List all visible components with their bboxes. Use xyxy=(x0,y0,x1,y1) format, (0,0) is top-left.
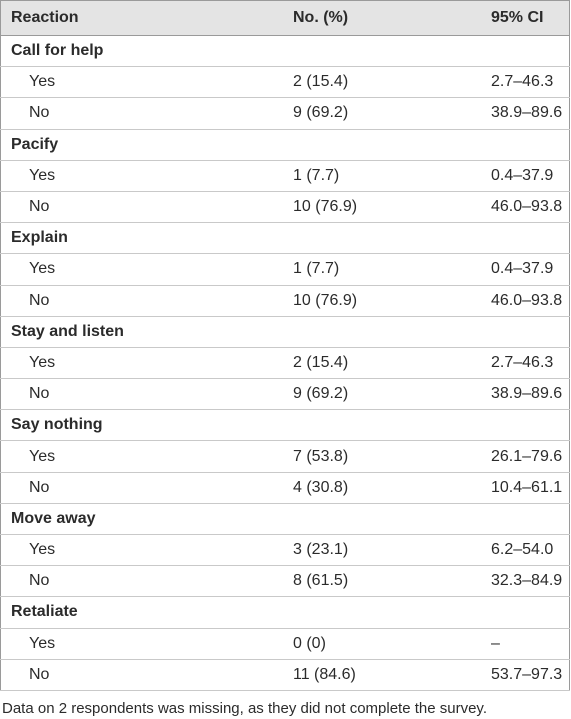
count-cell: 8 (61.5) xyxy=(283,565,481,598)
count-cell: 0 (0) xyxy=(283,628,481,660)
count-cell: 2 (15.4) xyxy=(283,66,481,99)
count-cell: 9 (69.2) xyxy=(283,97,481,130)
row-label: Yes xyxy=(0,534,283,567)
data-row: Yes 7 (53.8) 26.1–79.6 xyxy=(0,440,570,473)
row-label: Yes xyxy=(0,440,283,473)
data-row: No 10 (76.9) 46.0–93.8 xyxy=(0,191,570,224)
group-title: Retaliate xyxy=(0,596,570,629)
header-cell: No. (%) xyxy=(283,0,481,36)
count-cell: 10 (76.9) xyxy=(283,191,481,224)
data-row: No 10 (76.9) 46.0–93.8 xyxy=(0,285,570,317)
ci-cell: 46.0–93.8 xyxy=(481,191,570,224)
data-row: Yes 2 (15.4) 2.7–46.3 xyxy=(0,347,570,380)
data-row: No 8 (61.5) 32.3–84.9 xyxy=(0,565,570,598)
group-row: Pacify xyxy=(0,129,570,161)
data-row: Yes 0 (0) – xyxy=(0,628,570,660)
table-body: Call for help Yes 2 (15.4) 2.7–46.3 No 9 (69.… xyxy=(0,35,570,691)
data-row: No 9 (69.2) 38.9–89.6 xyxy=(0,378,570,411)
group-title: Pacify xyxy=(0,129,570,161)
row-label: No xyxy=(0,659,283,691)
row-label: Yes xyxy=(0,160,283,192)
data-row: No 11 (84.6) 53.7–97.3 xyxy=(0,659,570,691)
group-row: Call for help xyxy=(0,35,570,68)
group-title: Explain xyxy=(0,222,570,255)
ci-cell: 0.4–37.9 xyxy=(481,160,570,192)
row-label: Yes xyxy=(0,66,283,99)
ci-cell: 6.2–54.0 xyxy=(481,534,570,567)
count-cell: 10 (76.9) xyxy=(283,285,481,317)
header-row: Reaction No. (%) 95% CI xyxy=(0,0,570,36)
row-label: No xyxy=(0,565,283,598)
header-cell: Reaction xyxy=(0,0,283,36)
group-row: Retaliate xyxy=(0,596,570,629)
ci-cell: 26.1–79.6 xyxy=(481,440,570,473)
count-cell: 3 (23.1) xyxy=(283,534,481,567)
count-cell: 1 (7.7) xyxy=(283,160,481,192)
group-title: Call for help xyxy=(0,35,570,68)
count-cell: 11 (84.6) xyxy=(283,659,481,691)
data-row: No 4 (30.8) 10.4–61.1 xyxy=(0,472,570,504)
count-cell: 2 (15.4) xyxy=(283,347,481,380)
group-row: Move away xyxy=(0,503,570,536)
data-row: Yes 1 (7.7) 0.4–37.9 xyxy=(0,160,570,192)
row-label: No xyxy=(0,472,283,504)
data-row: No 9 (69.2) 38.9–89.6 xyxy=(0,97,570,130)
data-row: Yes 2 (15.4) 2.7–46.3 xyxy=(0,66,570,99)
group-row: Stay and listen xyxy=(0,316,570,348)
footnote: Data on 2 respondents was missing, as th… xyxy=(2,700,487,717)
count-cell: 4 (30.8) xyxy=(283,472,481,504)
group-title: Say nothing xyxy=(0,409,570,442)
count-cell: 1 (7.7) xyxy=(283,253,481,286)
ci-cell: 46.0–93.8 xyxy=(481,285,570,317)
ci-cell: 2.7–46.3 xyxy=(481,347,570,380)
ci-cell: 38.9–89.6 xyxy=(481,378,570,411)
count-cell: 9 (69.2) xyxy=(283,378,481,411)
row-label: No xyxy=(0,191,283,224)
row-label: No xyxy=(0,285,283,317)
ci-cell: 38.9–89.6 xyxy=(481,97,570,130)
data-row: Yes 1 (7.7) 0.4–37.9 xyxy=(0,253,570,286)
row-label: Yes xyxy=(0,347,283,380)
data-row: Yes 3 (23.1) 6.2–54.0 xyxy=(0,534,570,567)
table-header: Reaction No. (%) 95% CI xyxy=(0,0,570,36)
group-row: Say nothing xyxy=(0,409,570,442)
row-label: Yes xyxy=(0,628,283,660)
row-label: No xyxy=(0,97,283,130)
results-table: Reaction No. (%) 95% CI Call for help Yes… xyxy=(0,0,570,691)
ci-cell: 2.7–46.3 xyxy=(481,66,570,99)
ci-cell: 32.3–84.9 xyxy=(481,565,570,598)
header-cell: 95% CI xyxy=(481,0,570,36)
ci-cell: 53.7–97.3 xyxy=(481,659,570,691)
group-title: Move away xyxy=(0,503,570,536)
group-row: Explain xyxy=(0,222,570,255)
group-title: Stay and listen xyxy=(0,316,570,348)
row-label: Yes xyxy=(0,253,283,286)
ci-cell: – xyxy=(481,628,570,660)
count-cell: 7 (53.8) xyxy=(283,440,481,473)
ci-cell: 10.4–61.1 xyxy=(481,472,570,504)
row-label: No xyxy=(0,378,283,411)
ci-cell: 0.4–37.9 xyxy=(481,253,570,286)
